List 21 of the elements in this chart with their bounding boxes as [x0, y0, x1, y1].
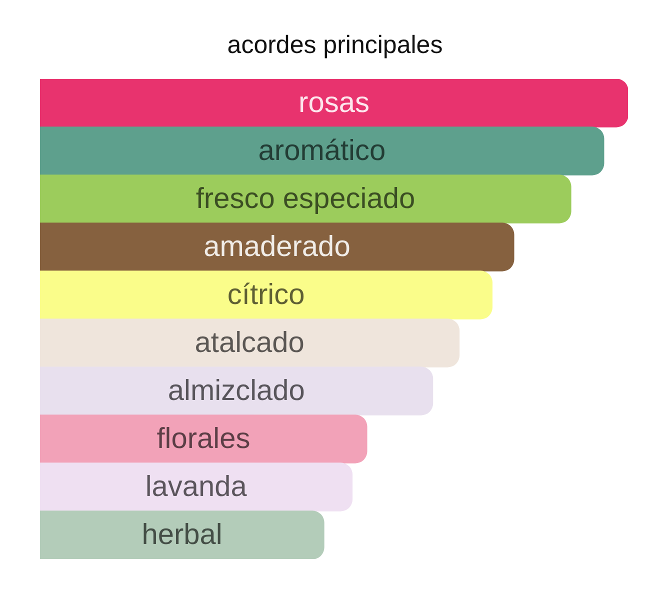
- y-tick-label: aromático: [258, 135, 386, 167]
- bar: [40, 366, 434, 416]
- chart-title: acordes principales: [227, 30, 443, 59]
- bar: [40, 222, 514, 272]
- y-tick-label: atalcado: [194, 327, 304, 359]
- bar: [40, 510, 324, 559]
- y-tick-label: herbal: [142, 519, 222, 551]
- y-tick-label: cítrico: [227, 279, 305, 311]
- y-tick-label: fresco especiado: [196, 183, 416, 215]
- bar: [40, 126, 604, 176]
- bar: [40, 270, 492, 320]
- bar: [40, 318, 460, 368]
- y-tick-label: florales: [156, 423, 250, 455]
- bar: [40, 414, 368, 464]
- bar: [40, 462, 353, 512]
- bar: [40, 79, 628, 128]
- y-tick-label: amaderado: [204, 231, 350, 263]
- y-tick-label: almizclado: [168, 375, 305, 407]
- y-tick-label: rosas: [298, 87, 370, 119]
- bar: [40, 174, 572, 224]
- y-tick-label: lavanda: [145, 471, 248, 503]
